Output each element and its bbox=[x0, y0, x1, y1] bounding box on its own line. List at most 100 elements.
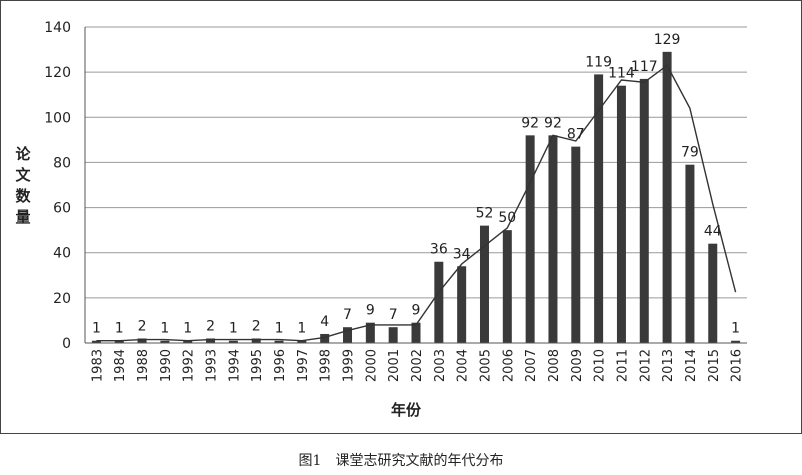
y-tick-label: 60 bbox=[53, 201, 71, 217]
chart-frame: 0 20 40 60 80 100 120 140 1 1 2 1 1 2 1 2 1 1 4 7 9 7 9 36 34 52… bbox=[0, 0, 802, 434]
data-label: 44 bbox=[704, 224, 722, 240]
x-axis-ticks: 1983 1984 1988 1990 1992 1993 1994 1995 1996 1997… bbox=[90, 349, 744, 382]
data-label: 87 bbox=[567, 127, 585, 143]
bar bbox=[685, 164, 695, 343]
x-tick-label: 1995 bbox=[250, 349, 265, 382]
data-label: 4 bbox=[320, 314, 329, 330]
bar bbox=[571, 146, 581, 343]
x-tick-label: 2010 bbox=[593, 349, 608, 382]
x-tick-label: 2008 bbox=[547, 349, 562, 382]
gridlines bbox=[85, 26, 747, 299]
x-tick-label: 1998 bbox=[319, 349, 334, 382]
x-tick-label: 2015 bbox=[707, 349, 722, 382]
data-label: 119 bbox=[585, 54, 612, 70]
y-tick-label: 20 bbox=[53, 291, 71, 307]
trend-line bbox=[96, 64, 737, 342]
data-label: 36 bbox=[430, 242, 448, 258]
data-label: 117 bbox=[631, 59, 658, 75]
y-tick-label: 40 bbox=[53, 246, 71, 262]
bar bbox=[206, 338, 216, 343]
bar bbox=[297, 340, 307, 343]
bar bbox=[639, 78, 649, 344]
y-tick-label: 80 bbox=[53, 155, 71, 171]
data-label: 34 bbox=[453, 246, 471, 262]
bar bbox=[479, 225, 489, 343]
x-tick-label: 2011 bbox=[615, 349, 630, 382]
data-label: 2 bbox=[206, 318, 215, 334]
x-tick-label: 1994 bbox=[227, 349, 242, 382]
data-label: 114 bbox=[608, 66, 635, 82]
bar bbox=[616, 85, 626, 343]
x-tick-label: 1992 bbox=[182, 349, 197, 382]
bar bbox=[388, 327, 398, 343]
figure-caption: 图1 课堂志研究文献的年代分布 bbox=[298, 453, 504, 469]
bar bbox=[160, 340, 170, 343]
data-label: 1 bbox=[160, 321, 169, 337]
x-tick-label: 1983 bbox=[90, 349, 105, 382]
bar bbox=[434, 261, 444, 343]
data-label: 9 bbox=[366, 303, 375, 319]
x-axis-title: 年份 bbox=[391, 401, 422, 419]
x-tick-label: 2001 bbox=[387, 349, 402, 382]
y-axis-title-char: 论 bbox=[15, 145, 31, 163]
x-tick-label: 2016 bbox=[730, 349, 745, 382]
x-tick-label: 2014 bbox=[684, 349, 699, 382]
data-label: 1 bbox=[297, 321, 306, 337]
y-tick-label: 100 bbox=[44, 110, 71, 126]
x-tick-label: 1997 bbox=[296, 349, 311, 382]
x-tick-label: 2007 bbox=[524, 349, 539, 382]
bar bbox=[343, 327, 353, 343]
data-label: 1 bbox=[183, 321, 192, 337]
bar bbox=[183, 340, 193, 343]
bar bbox=[91, 340, 101, 343]
bar bbox=[365, 322, 375, 343]
bar bbox=[708, 243, 718, 343]
bar bbox=[525, 135, 535, 343]
data-label: 2 bbox=[138, 318, 147, 334]
data-label: 1 bbox=[115, 321, 124, 337]
y-axis-title-char: 文 bbox=[15, 166, 31, 184]
x-tick-label: 1988 bbox=[136, 349, 151, 382]
y-tick-label: 120 bbox=[44, 65, 71, 81]
data-label: 7 bbox=[343, 307, 352, 323]
bar bbox=[137, 338, 147, 343]
data-label: 129 bbox=[654, 32, 681, 48]
x-tick-label: 1984 bbox=[113, 349, 128, 382]
data-label: 50 bbox=[498, 210, 516, 226]
x-tick-label: 2004 bbox=[456, 349, 471, 382]
x-tick-label: 1999 bbox=[342, 349, 357, 382]
x-tick-label: 2003 bbox=[433, 349, 448, 382]
bar bbox=[320, 333, 330, 343]
bar bbox=[662, 51, 672, 343]
y-tick-label: 0 bbox=[62, 336, 71, 352]
x-tick-label: 2012 bbox=[638, 349, 653, 382]
x-tick-label: 2000 bbox=[364, 349, 379, 382]
y-axis-title-char: 量 bbox=[15, 208, 30, 226]
x-tick-label: 2006 bbox=[501, 349, 516, 382]
data-label: 92 bbox=[521, 115, 539, 131]
x-tick-label: 1996 bbox=[273, 349, 288, 382]
data-label: 1 bbox=[275, 321, 284, 337]
data-label: 2 bbox=[252, 318, 261, 334]
data-label: 1 bbox=[731, 321, 740, 337]
data-label: 92 bbox=[544, 115, 562, 131]
bar bbox=[548, 135, 558, 343]
bar bbox=[251, 338, 261, 343]
x-tick-label: 2002 bbox=[410, 349, 425, 382]
bar bbox=[457, 266, 467, 343]
bar bbox=[274, 340, 284, 343]
data-label: 52 bbox=[476, 206, 494, 222]
data-label: 1 bbox=[229, 321, 238, 337]
y-axis-ticks: 0 20 40 60 80 100 120 140 bbox=[44, 20, 71, 352]
bar bbox=[594, 74, 604, 344]
x-tick-label: 1993 bbox=[205, 349, 220, 382]
data-label: 79 bbox=[681, 145, 699, 161]
data-label: 7 bbox=[389, 307, 398, 323]
x-tick-label: 1990 bbox=[159, 349, 174, 382]
x-tick-label: 2005 bbox=[478, 349, 493, 382]
x-tick-label: 2009 bbox=[570, 349, 585, 382]
y-tick-label: 140 bbox=[44, 20, 71, 36]
